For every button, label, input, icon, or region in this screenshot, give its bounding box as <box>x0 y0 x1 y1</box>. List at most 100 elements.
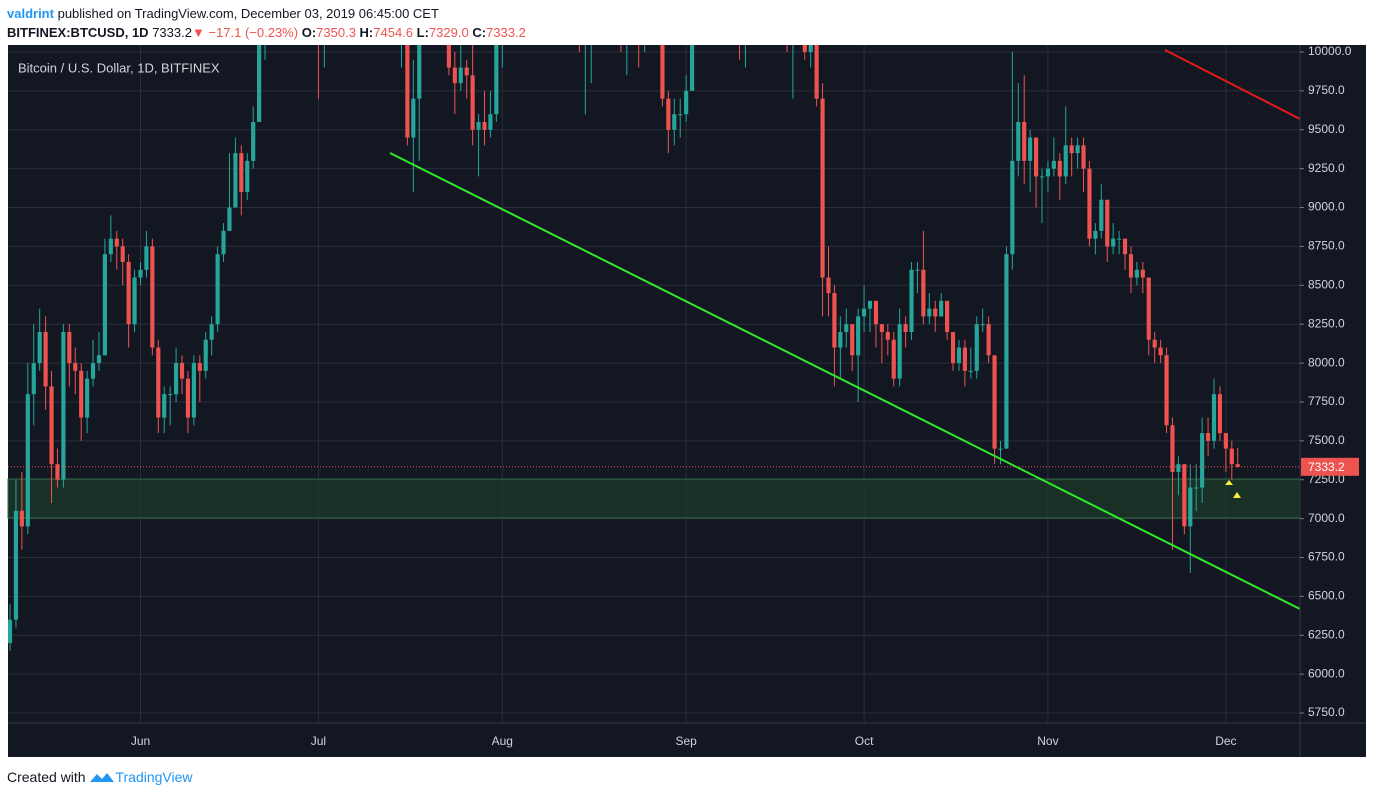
marker <box>1233 492 1241 498</box>
symbol: BITFINEX:BTCUSD, 1D <box>7 25 149 40</box>
candle-body <box>773 5 777 13</box>
candle-body <box>1069 145 1074 154</box>
candle-body <box>861 308 867 317</box>
candle-body <box>1075 145 1080 154</box>
y-tick-label: 8000.0 <box>1308 355 1345 369</box>
candle-body <box>263 0 267 21</box>
candle-body <box>1028 137 1033 161</box>
marker <box>1225 480 1233 485</box>
candle-body <box>1176 464 1181 472</box>
candle-body <box>1004 254 1009 449</box>
author[interactable]: valdrint <box>7 6 54 21</box>
candle-body <box>488 114 493 130</box>
candle-body <box>185 378 191 418</box>
brand[interactable]: TradingView <box>115 769 193 785</box>
candle-body <box>838 331 843 348</box>
y-tick-label: 6000.0 <box>1308 666 1345 680</box>
footer: Created with TradingView <box>7 769 193 785</box>
candle-body <box>1205 433 1211 441</box>
candle-body <box>666 98 671 130</box>
publish-line: valdrint published on TradingView.com, D… <box>7 6 439 21</box>
candle-body <box>1146 277 1151 340</box>
candle-body <box>986 324 991 356</box>
candle-body <box>1051 160 1056 169</box>
candle-body <box>245 160 250 192</box>
candle-body <box>802 45 807 52</box>
candle-body <box>1117 238 1122 240</box>
candle-body <box>903 324 908 332</box>
candle-body <box>879 324 884 332</box>
candle-body <box>933 308 938 317</box>
x-tick-label: Nov <box>1037 734 1058 748</box>
candle-body <box>13 510 19 620</box>
candle-body <box>1134 269 1139 278</box>
candle-body <box>126 261 131 325</box>
candle-body <box>648 0 652 29</box>
candle-body <box>452 67 457 84</box>
candle-body <box>737 0 741 36</box>
candle-body <box>144 246 149 270</box>
candle-body <box>1152 339 1157 348</box>
y-tick-label: 10000.0 <box>1308 44 1352 58</box>
candle-body <box>197 363 202 371</box>
candle-body <box>203 339 208 371</box>
candle-body <box>595 0 599 21</box>
y-tick-label: 6250.0 <box>1308 627 1345 641</box>
y-tick-label: 7500.0 <box>1308 433 1345 447</box>
ohlc-line: BITFINEX:BTCUSD, 1D 7333.2▼ −17.1 (−0.23… <box>7 25 526 40</box>
candle-body <box>921 269 926 317</box>
trend-line <box>389 152 1300 610</box>
candle-body <box>743 29 747 37</box>
candle-body <box>1182 464 1187 527</box>
y-tick-label: 9250.0 <box>1308 161 1345 175</box>
candle-body <box>174 363 179 395</box>
candle-body <box>1045 168 1051 177</box>
last-price-badge <box>1301 457 1359 476</box>
candle-body <box>1223 433 1228 449</box>
candle-body <box>1128 254 1134 278</box>
candle-body <box>168 394 173 396</box>
candle-body <box>90 363 96 379</box>
candle-body <box>625 29 629 30</box>
candle-body <box>191 363 196 418</box>
y-tick-label: 7750.0 <box>1308 394 1345 408</box>
candle-body <box>939 300 944 317</box>
candle-body <box>832 293 837 348</box>
candle-body <box>950 331 956 364</box>
candle-body <box>227 207 232 231</box>
candle-body <box>1057 160 1062 177</box>
drawings <box>389 49 1300 610</box>
candle-body <box>678 114 683 116</box>
candle-body <box>31 363 36 395</box>
candle-body <box>179 363 185 379</box>
candle-body <box>672 114 677 130</box>
candle-body <box>956 347 962 364</box>
candle-body <box>239 153 244 192</box>
candle-body <box>162 394 167 418</box>
candle-body <box>791 5 795 28</box>
candle-body <box>637 0 641 29</box>
candle-body <box>464 67 469 76</box>
x-tick-label: Aug <box>492 734 513 748</box>
candle-body <box>660 45 665 99</box>
candle-body <box>156 347 161 418</box>
candle-body <box>820 98 825 278</box>
candle-body <box>945 300 950 332</box>
candle-body <box>1099 199 1104 231</box>
candle-body <box>61 331 66 480</box>
y-tick-label: 5750.0 <box>1308 705 1345 719</box>
x-tick-label: Sep <box>675 734 697 748</box>
open-label: O: <box>301 25 317 40</box>
low-label: L: <box>416 25 429 40</box>
change: −17.1 (−0.23%) <box>208 25 299 40</box>
created-with: Created with <box>7 769 86 785</box>
candle-body <box>1229 448 1234 465</box>
candle-body <box>867 300 873 309</box>
candle-body <box>209 324 214 340</box>
candle-body <box>974 324 979 371</box>
y-tick-label: 8500.0 <box>1308 277 1345 291</box>
candle-body <box>1081 145 1086 169</box>
resistance-line <box>1164 49 1300 120</box>
candle-body <box>233 153 238 208</box>
